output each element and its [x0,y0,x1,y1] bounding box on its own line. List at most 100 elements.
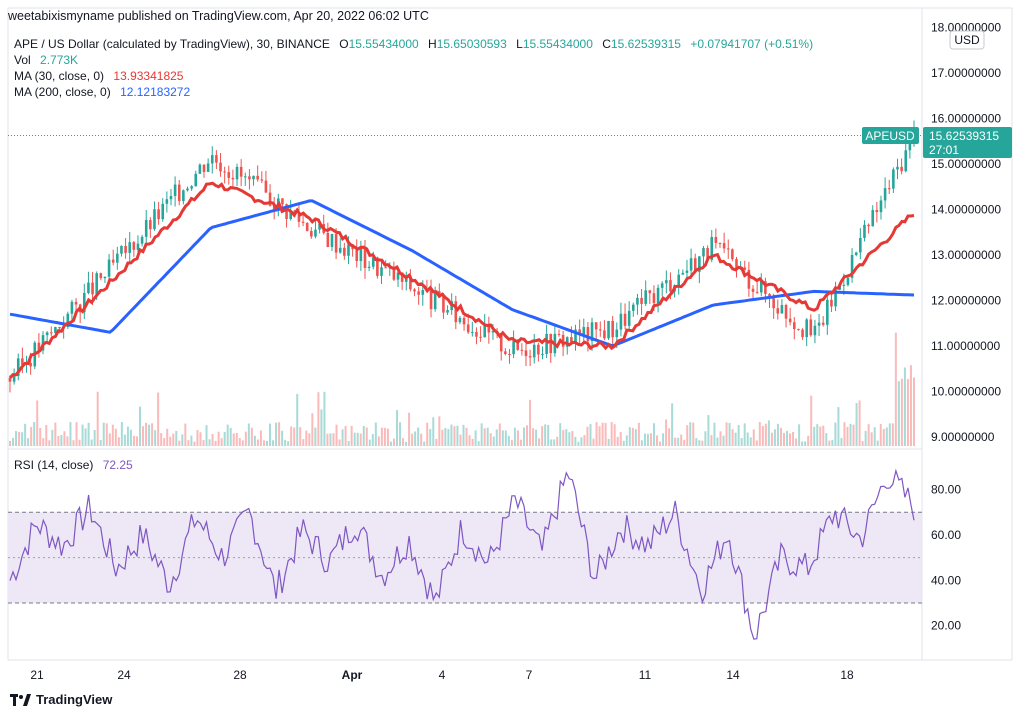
volume-bar [250,427,253,446]
volume-bar [894,332,897,446]
tradingview-logo[interactable]: TradingView [10,692,112,707]
volume-bar [414,431,417,446]
volume-bar [779,427,782,446]
volume-bar [713,422,716,446]
volume-bar [613,424,616,446]
volume-bar [408,412,411,446]
volume-bar [770,432,773,446]
candle-body [99,273,103,279]
volume-bar [202,440,205,446]
rsi-legend[interactable]: RSI (14, close) 72.25 [14,458,133,472]
volume-bar [873,427,876,446]
candle-body [792,322,796,330]
candle-body [8,377,12,382]
volume-bar [580,437,583,446]
volume-bar [755,440,758,446]
volume-bar [60,434,63,446]
volume-bar [166,428,169,446]
candle-body [392,267,396,280]
symbol-legend[interactable]: APE / US Dollar (calculated by TradingVi… [14,37,813,51]
candle-body [421,290,425,295]
volume-bar [831,439,834,446]
candle-body [805,319,808,338]
candle-body [37,342,41,351]
volume-bar [595,422,598,446]
rsi-axis[interactable]: 80.00 60.00 40.00 20.00 [931,483,961,633]
candle-body [611,320,614,338]
candle-body [248,176,251,180]
volume-bar [761,425,764,446]
candle-body [256,175,259,180]
candle-body [594,322,598,330]
candle-body [813,325,817,336]
candle-body [107,259,111,277]
candle-body [120,245,123,254]
volume-bar [24,423,27,446]
symbol-title: APE / US Dollar (calculated by TradingVi… [14,37,330,51]
volume-bar [90,439,93,446]
volume-bar [764,423,767,446]
volume-bar [45,425,48,446]
volume-bar [211,433,214,446]
candle-body [520,349,524,351]
ma200-legend[interactable]: MA (200, close, 0) 12.12183272 [14,85,190,99]
volume-bar [229,427,232,446]
time-axis[interactable]: 21 24 28 Apr 4 7 11 14 18 [30,668,854,682]
volume-bar [879,423,882,446]
volume-bar [728,422,731,446]
volume-bar [272,440,275,446]
candle-body [755,291,759,293]
volume-legend[interactable]: Vol 2.773K [14,53,78,67]
volume-bar [837,407,840,446]
price-axis[interactable]: 18.00000000 17.00000000 16.00000000 15.0000… [931,21,1001,445]
candle-body [285,204,288,219]
candle-body [685,270,689,273]
volume-bar [108,433,111,446]
volume-bar [795,438,798,446]
volume-bar [259,430,262,446]
candle-body [66,313,70,327]
volume-bar [57,435,60,446]
ma30-legend[interactable]: MA (30, close, 0) 13.93341825 [14,69,183,83]
time-tick-label: 18 [840,668,854,682]
candle-body [239,166,243,177]
candle-body [314,229,317,237]
volume-bar [368,439,371,446]
candle-body [433,291,437,310]
volume-bar [317,392,320,446]
candle-body [826,299,829,325]
volume-bar [102,422,105,446]
volume-bar [247,423,250,446]
time-tick-label: 28 [233,668,247,682]
candle-body [45,332,49,336]
candle-body [784,305,788,319]
currency-box[interactable] [949,30,985,50]
volume-bar [145,422,148,446]
volume-bar [532,428,535,446]
volume-bar [253,435,256,446]
volume-bar [782,432,785,446]
volume-bar [668,428,671,446]
volume-bar [556,436,559,446]
volume-bar [190,435,193,446]
volume-bar [105,423,108,446]
candle-body [590,322,594,342]
volume-bar [111,424,114,446]
volume-bar [752,429,755,446]
candle-body [437,291,441,296]
volume-bar [308,433,311,446]
time-tick-label: 4 [439,668,446,682]
volume-bar [674,437,677,446]
volume-bar [840,438,843,446]
candle-body [883,188,887,201]
candle-body [371,257,375,267]
volume-bar [84,428,87,446]
volume-bar [516,430,519,446]
candle-body [140,236,144,244]
candle-body [821,322,825,325]
volume-bar [48,440,51,446]
volume-bar [63,431,66,446]
volume-bar [411,433,414,446]
volume-bar [323,391,326,446]
